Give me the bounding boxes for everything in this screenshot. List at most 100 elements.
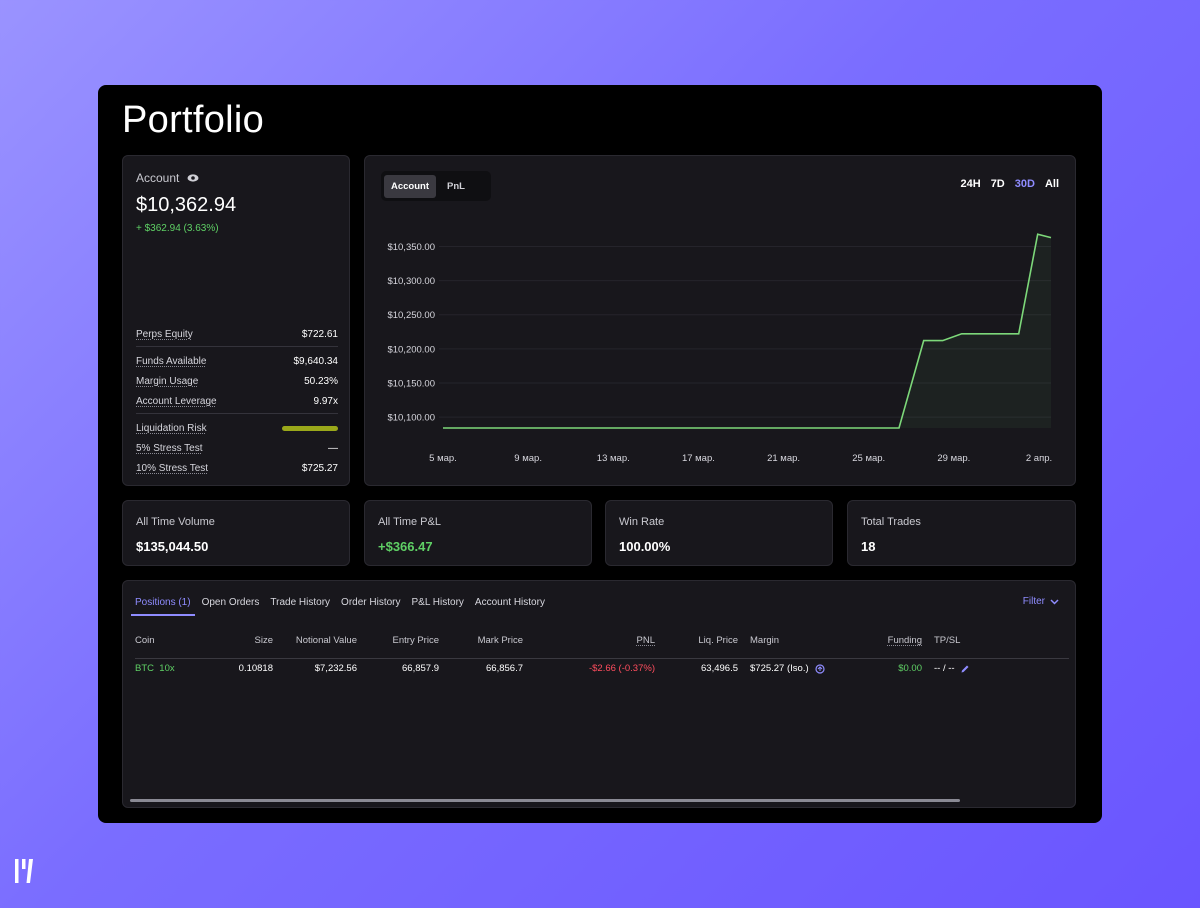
filter-button[interactable]: Filter (1023, 596, 1059, 607)
eye-icon[interactable] (187, 174, 199, 182)
pencil-icon[interactable] (960, 664, 970, 674)
col-funding[interactable]: Funding (887, 635, 922, 646)
range-30d[interactable]: 30D (1014, 178, 1035, 190)
x-tick-label: 25 мар. (852, 453, 885, 464)
range-all[interactable]: All (1044, 178, 1059, 190)
series-area (443, 234, 1051, 428)
metric-value: — (328, 442, 338, 454)
y-tick-label: $10,200.00 (387, 344, 435, 355)
horizontal-scrollbar[interactable] (130, 799, 960, 802)
metric-value: $9,640.34 (293, 355, 339, 367)
margin-value: $725.27 (Iso.) (750, 663, 809, 674)
divider (136, 346, 338, 347)
filter-label: Filter (1022, 596, 1045, 607)
toggle-account[interactable]: Account (384, 174, 436, 198)
range-selector: 24H 7D 30D All (961, 178, 1060, 190)
row-funding: $0.00 (898, 663, 922, 674)
x-tick-label: 5 мар. (429, 453, 457, 464)
col-size[interactable]: Size (254, 635, 273, 646)
positions-card: Positions (1) Open Orders Trade History … (122, 580, 1076, 808)
metric-label[interactable]: 10% Stress Test (136, 462, 209, 474)
col-coin[interactable]: Coin (135, 635, 155, 646)
row-mark: 66,856.7 (486, 663, 523, 674)
coin-symbol: BTC (135, 663, 154, 674)
tab-open-orders[interactable]: Open Orders (201, 597, 260, 608)
stat-value: 18 (861, 539, 876, 554)
row-pnl: -$2.66 (-0.37%) (588, 663, 655, 674)
chevron-down-icon (1050, 598, 1059, 605)
col-liq[interactable]: Liq. Price (698, 635, 738, 646)
x-tick-label: 13 мар. (597, 453, 630, 464)
metric-label[interactable]: 5% Stress Test (136, 442, 203, 454)
table-row[interactable]: BTC 10x 0.10818 $7,232.56 66,857.9 66,85… (135, 663, 1069, 685)
stat-value: 100.00% (619, 539, 671, 554)
account-header: Account (136, 171, 199, 185)
col-entry[interactable]: Entry Price (392, 635, 439, 646)
metric-account-leverage: Account Leverage 9.97x (136, 391, 338, 411)
metric-label[interactable]: Funds Available (136, 355, 207, 367)
account-card: Account $10,362.94 + $362.94 (3.63%) Per… (122, 155, 350, 486)
leverage: 10x (159, 663, 175, 674)
y-tick-label: $10,300.00 (387, 276, 435, 287)
account-change: + $362.94 (3.63%) (136, 223, 219, 234)
row-margin: $725.27 (Iso.) (750, 663, 825, 674)
col-notional[interactable]: Notional Value (295, 635, 357, 646)
stat-win-rate: Win Rate 100.00% (605, 500, 833, 566)
metric-margin-usage: Margin Usage 50.23% (136, 371, 338, 391)
y-tick-label: $10,100.00 (387, 413, 435, 424)
metric-value: $722.61 (301, 328, 338, 340)
metric-perps-equity: Perps Equity $722.61 (136, 324, 338, 344)
series-line (443, 233, 1052, 429)
liquidation-risk-bar (282, 425, 338, 431)
positions-table-header: Coin Size Notional Value Entry Price Mar… (135, 635, 1069, 659)
metric-value: 9.97x (313, 395, 338, 407)
chart-toggle: Account PnL (381, 171, 491, 201)
row-liq: 63,496.5 (701, 663, 738, 674)
row-notional: $7,232.56 (314, 663, 357, 674)
metric-label[interactable]: Margin Usage (136, 375, 199, 387)
metric-label[interactable]: Account Leverage (136, 395, 217, 407)
x-tick-label: 21 мар. (767, 453, 800, 464)
tab-account-history[interactable]: Account History (474, 597, 545, 608)
account-metrics: Perps Equity $722.61 Funds Available $9,… (136, 324, 338, 478)
tpsl-value: -- / -- (934, 663, 955, 674)
stat-label: All Time P&L (378, 516, 441, 528)
row-tpsl: -- / -- (934, 663, 970, 674)
col-pnl[interactable]: PNL (636, 635, 655, 646)
page-title: Portfolio (122, 99, 265, 141)
metric-value: 50.23% (304, 375, 338, 387)
y-tick-label: $10,250.00 (387, 310, 435, 321)
tab-order-history[interactable]: Order History (341, 597, 401, 608)
tab-positions[interactable]: Positions (1) (131, 595, 195, 616)
col-margin[interactable]: Margin (750, 635, 780, 646)
toggle-pnl[interactable]: PnL (447, 180, 465, 192)
metric-funds-available: Funds Available $9,640.34 (136, 351, 338, 371)
range-7d[interactable]: 7D (990, 178, 1005, 190)
stat-label: Win Rate (619, 516, 665, 528)
metric-stress-5: 5% Stress Test — (136, 438, 338, 458)
metric-value: $725.27 (301, 462, 338, 474)
metric-liquidation-risk: Liquidation Risk (136, 418, 338, 438)
col-tpsl[interactable]: TP/SL (934, 635, 961, 646)
metric-stress-10: 10% Stress Test $725.27 (136, 458, 338, 478)
chart-card: Account PnL 24H 7D 30D All $10,350.00 $10… (364, 155, 1076, 486)
stat-label: Total Trades (861, 516, 921, 528)
tab-trade-history[interactable]: Trade History (270, 597, 331, 608)
x-tick-label: 2 апр. (1026, 453, 1052, 464)
account-label: Account (136, 171, 180, 185)
tab-pnl-history[interactable]: P&L History (411, 597, 464, 608)
row-entry: 66,857.9 (402, 663, 439, 674)
row-coin[interactable]: BTC 10x (135, 663, 175, 674)
range-24h[interactable]: 24H (960, 178, 981, 190)
stat-value: +$366.47 (378, 539, 433, 554)
account-value: $10,362.94 (136, 194, 237, 216)
account-value-chart: $10,350.00 $10,300.00 $10,250.00 $10,200.00… (387, 233, 1052, 464)
metric-label[interactable]: Perps Equity (136, 328, 193, 340)
metric-label[interactable]: Liquidation Risk (136, 422, 207, 434)
stat-all-time-volume: All Time Volume $135,044.50 (122, 500, 350, 566)
col-mark[interactable]: Mark Price (477, 635, 523, 646)
row-size: 0.10818 (238, 663, 273, 674)
stat-value: $135,044.50 (136, 539, 209, 554)
edit-margin-icon[interactable] (815, 663, 825, 674)
portfolio-window: Portfolio Account $10,362.94 + $362.94 (… (98, 85, 1102, 823)
